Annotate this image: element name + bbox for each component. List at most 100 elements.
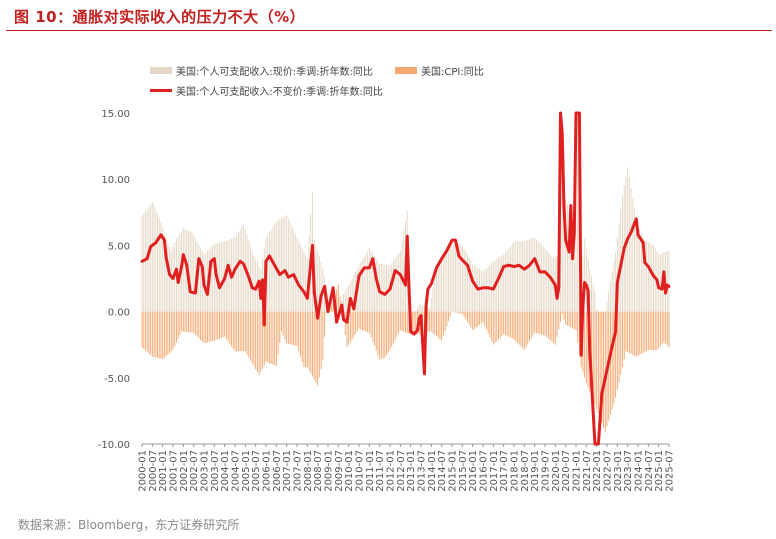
nominal-income-bar [646, 240, 648, 312]
cpi-bar [465, 311, 467, 320]
nominal-income-bar [541, 244, 543, 312]
x-tick-label: 2013-01 [406, 450, 417, 492]
nominal-income-bar [353, 275, 355, 312]
cpi-bar [286, 311, 288, 344]
cpi-bar [549, 311, 551, 341]
nominal-income-bar [639, 228, 641, 312]
nominal-income-bar [539, 242, 541, 312]
cpi-bar [174, 311, 176, 347]
cpi-bar [158, 311, 160, 359]
x-tick-label: 2012-01 [386, 450, 397, 492]
nominal-income-bar [523, 241, 525, 312]
nominal-income-bar [616, 237, 618, 312]
nominal-income-bar [515, 241, 517, 312]
nominal-income-bar [480, 270, 482, 312]
cpi-bar [255, 311, 257, 370]
legend-swatch-real [150, 89, 172, 92]
nominal-income-bar [436, 265, 437, 312]
x-tick-label: 2004-07 [231, 450, 242, 492]
nominal-income-bar [563, 165, 565, 312]
cpi-bar [661, 311, 663, 345]
nominal-income-bar [279, 219, 281, 312]
x-tick-label: 2021-01 [572, 450, 583, 492]
nominal-income-bar [387, 265, 389, 312]
nominal-income-bar [456, 244, 458, 312]
cpi-bar [506, 311, 508, 336]
nominal-income-bar [219, 242, 220, 312]
nominal-income-bar [165, 238, 167, 312]
cpi-bar [193, 311, 195, 333]
nominal-income-bar [234, 237, 236, 312]
nominal-income-bar [465, 251, 467, 312]
nominal-income-bar [418, 303, 420, 312]
nominal-income-bar [461, 245, 463, 312]
cpi-bar [282, 311, 284, 336]
x-tick-label: 2025-01 [654, 450, 665, 492]
cpi-bar [208, 311, 210, 343]
cpi-bar [487, 311, 489, 334]
nominal-income-bar [470, 260, 472, 312]
x-axis [141, 443, 670, 447]
nominal-income-bar [344, 291, 346, 312]
nominal-income-bar [392, 260, 394, 312]
nominal-income-bar [281, 218, 282, 312]
legend-label-real: 美国:个人可支配收入:不变价:季调:折年数:同比 [176, 87, 383, 98]
nominal-income-bar [511, 243, 513, 312]
cpi-bar [572, 311, 574, 329]
nominal-income-bar [485, 268, 487, 312]
cpi-bar [268, 311, 270, 364]
legend-label-cpi: 美国:CPI:同比 [421, 67, 484, 78]
nominal-income-bar [659, 254, 661, 312]
cpi-bar [591, 311, 592, 396]
cpi-bar [213, 311, 215, 341]
nominal-income-bar [198, 245, 200, 312]
x-tick-label: 2022-07 [603, 450, 614, 492]
nominal-income-bar [542, 246, 544, 312]
cpi-bar [556, 311, 558, 338]
cpi-bar [353, 311, 355, 337]
nominal-income-bar [194, 238, 196, 312]
cpi-bar [609, 311, 611, 415]
nominal-income-bar [473, 265, 475, 312]
cpi-bar [566, 311, 568, 326]
cpi-bar [256, 311, 258, 373]
x-tick-label: 2013-07 [417, 450, 428, 492]
nominal-income-bar [361, 259, 363, 312]
cpi-bar [186, 311, 188, 333]
nominal-income-bar [200, 248, 202, 312]
cpi-bar [439, 311, 441, 340]
nominal-income-bar [518, 241, 520, 312]
nominal-income-bar [182, 228, 184, 312]
cpi-bar [665, 311, 667, 344]
cpi-bar [399, 311, 401, 331]
nominal-income-bar [634, 208, 636, 312]
cpi-bar [363, 311, 365, 331]
nominal-income-bar [609, 281, 611, 312]
nominal-income-bar [386, 264, 388, 312]
cpi-bar [584, 311, 586, 378]
cpi-bar [492, 311, 494, 345]
cpi-bar [523, 311, 525, 350]
cpi-bar [570, 311, 572, 328]
cpi-bar [320, 311, 322, 369]
cpi-bar [642, 311, 644, 353]
cpi-bar [367, 311, 369, 333]
cpi-bar [143, 311, 145, 349]
cpi-bar [210, 311, 212, 342]
x-tick-label: 2024-07 [644, 450, 655, 492]
nominal-income-bar [236, 234, 238, 312]
cpi-bar [277, 311, 279, 355]
cpi-bar [573, 311, 575, 330]
nominal-income-bar [499, 256, 501, 312]
cpi-bar [151, 311, 153, 357]
nominal-income-bar [458, 244, 460, 312]
nominal-income-bar [403, 230, 405, 312]
legend-item-real-income: 美国:个人可支配收入:不变价:季调:折年数:同比 [150, 83, 383, 98]
cpi-bar [201, 311, 203, 342]
nominal-income-bar [613, 261, 615, 312]
cpi-bar [518, 311, 520, 345]
cpi-bar [165, 311, 167, 357]
cpi-bar [289, 311, 291, 345]
cpi-bar [585, 311, 587, 384]
